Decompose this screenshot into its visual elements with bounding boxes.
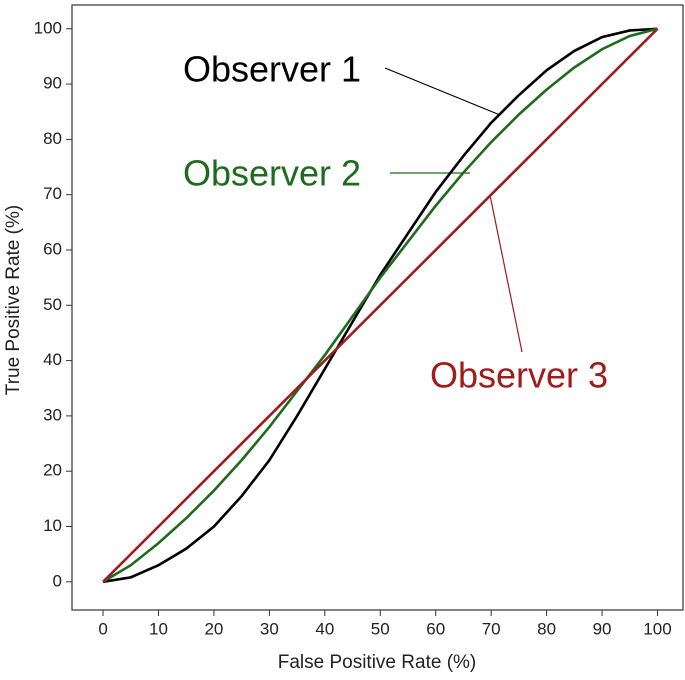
- plot-frame: [71, 4, 684, 611]
- leader-line: [489, 194, 523, 353]
- x-tick-label: 90: [593, 619, 612, 638]
- y-tick-label: 10: [43, 516, 62, 535]
- line-series: [102, 27, 658, 583]
- x-tick-label: 60: [426, 619, 445, 638]
- y-tick-label: 60: [43, 239, 62, 258]
- y-tick-label: 20: [43, 461, 62, 480]
- y-tick-label: 50: [43, 295, 62, 314]
- line-series: [102, 27, 658, 584]
- x-tick-label: 10: [149, 619, 168, 638]
- x-tick-label: 100: [643, 619, 671, 638]
- y-tick-label: 70: [43, 184, 62, 203]
- annotation: Observer 3: [430, 355, 608, 396]
- x-tick-label: 20: [204, 619, 223, 638]
- annotation: Observer 1: [183, 49, 361, 90]
- x-tick-label: 70: [482, 619, 501, 638]
- y-axis-label: True Positive Rate (%): [3, 205, 24, 395]
- line-series: [102, 27, 659, 583]
- y-tick-label: 40: [43, 350, 62, 369]
- x-tick-label: 50: [371, 619, 390, 638]
- annotation: Observer 2: [183, 153, 361, 194]
- leader-line: [384, 67, 501, 116]
- x-axis-label: False Positive Rate (%): [278, 652, 477, 673]
- y-tick-label: 90: [43, 74, 62, 93]
- x-tick-label: 40: [315, 619, 334, 638]
- y-tick-label: 80: [43, 129, 62, 148]
- x-tick-label: 80: [537, 619, 556, 638]
- y-tick-label: 100: [34, 18, 62, 37]
- y-tick-label: 0: [53, 571, 62, 590]
- x-tick-label: 0: [98, 619, 107, 638]
- y-tick-label: 30: [43, 405, 62, 424]
- x-tick-label: 30: [260, 619, 279, 638]
